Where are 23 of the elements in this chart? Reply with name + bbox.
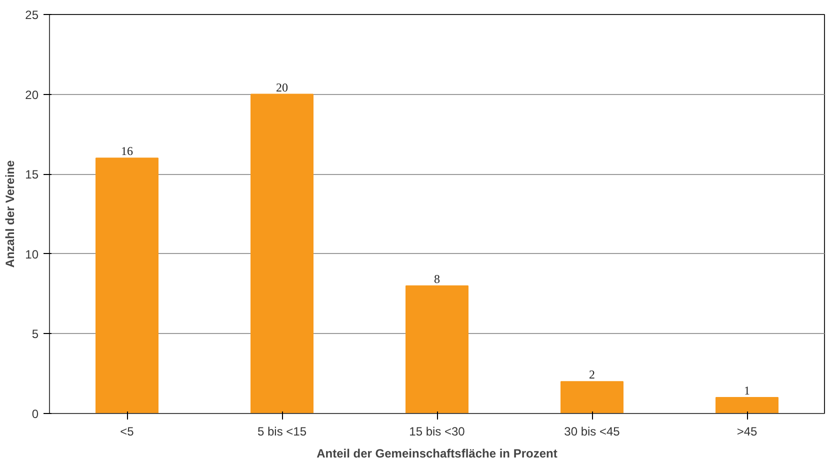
bar	[560, 381, 624, 414]
data-label: 16	[121, 144, 133, 158]
y-tick-label: 0	[32, 407, 39, 421]
x-tick-label: 15 bis <30	[409, 424, 466, 438]
x-tick-label: <5	[120, 424, 134, 438]
bar	[406, 285, 468, 414]
y-axis-title: Anzahl der Vereine	[3, 160, 18, 268]
x-tick-label: 5 bis <15	[257, 424, 307, 438]
bar	[96, 158, 158, 414]
y-tick-label: 15	[25, 168, 39, 182]
bar	[716, 397, 778, 414]
y-tick-label: 20	[25, 88, 39, 102]
x-tick-label: 30 bis <45	[564, 424, 620, 438]
y-tick-label: 25	[25, 8, 39, 22]
x-tick-label: >45	[736, 424, 758, 438]
y-tick-label: 10	[25, 247, 39, 262]
x-axis-title: Anteil der Gemeinschaftsfläche in Prozent	[316, 446, 558, 460]
data-label: 1	[744, 384, 750, 398]
y-tick-label: 5	[32, 327, 39, 342]
data-label: 20	[276, 80, 288, 94]
data-label: 2	[589, 368, 595, 382]
bar	[250, 94, 314, 414]
data-label: 8	[434, 272, 440, 286]
